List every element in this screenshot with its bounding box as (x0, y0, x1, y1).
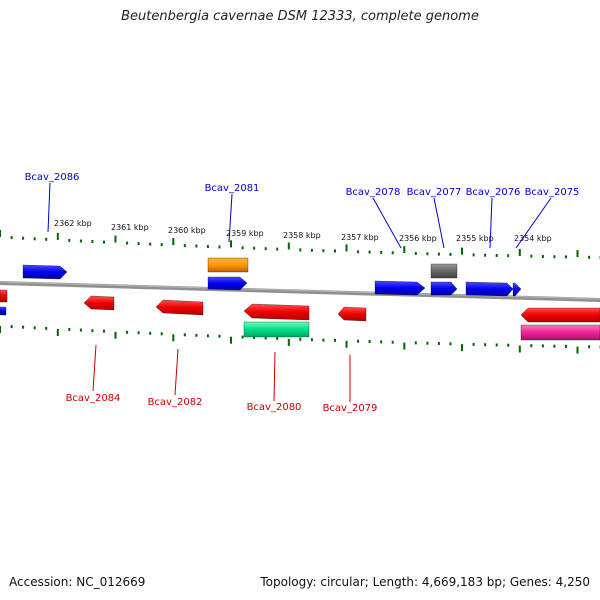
scale-label: 2361 kbp (111, 223, 149, 232)
gene-arrow-bcav-2080[interactable] (243, 303, 310, 321)
gene-arrow-bcav-2079[interactable] (337, 306, 367, 322)
scale-label: 2358 kbp (283, 231, 321, 240)
gene-arrow-edge[interactable] (0, 289, 8, 303)
gene-label-bcav-2076[interactable]: Bcav_2076 (466, 187, 521, 198)
gene-arrow-bcav-2077[interactable] (430, 281, 458, 296)
gene-arrow-bcav-2084[interactable] (83, 295, 115, 311)
scale-ticks-top (0, 230, 600, 259)
reverse-genes (0, 289, 600, 341)
gene-label-bcav-2081[interactable]: Bcav_2081 (205, 183, 260, 194)
gene-arrow-bcav-2075[interactable] (512, 282, 522, 297)
callout-line (92, 344, 97, 392)
gene-arrow-right-edge[interactable] (520, 307, 600, 323)
genome-backbone (0, 281, 600, 302)
callout-line (489, 197, 493, 249)
gene-label-bcav-2084[interactable]: Bcav_2084 (66, 393, 121, 404)
callout-line (273, 351, 276, 402)
scale-label: 2357 kbp (341, 233, 379, 242)
feature-blue-edge[interactable] (0, 306, 7, 316)
scale-label: 2362 kbp (54, 219, 92, 228)
gene-label-bcav-2079[interactable]: Bcav_2079 (323, 403, 378, 414)
callout-line (228, 193, 233, 243)
scale-label: 2355 kbp (456, 234, 494, 243)
gene-arrow-bcav-2078[interactable] (374, 280, 426, 296)
feature-gray[interactable] (430, 263, 458, 279)
gene-label-bcav-2080[interactable]: Bcav_2080 (247, 402, 302, 413)
callout-line (174, 348, 179, 396)
accession-text: Accession: NC_012669 (9, 575, 146, 589)
scale-ticks-bottom (0, 325, 600, 354)
gene-arrow-bcav-2086[interactable] (22, 264, 68, 280)
feature-green[interactable] (243, 321, 310, 338)
genome-backbone-highlight (0, 281, 600, 300)
scale-label: 2360 kbp (168, 226, 206, 235)
map-title: Beutenbergia cavernae DSM 12333, complet… (121, 9, 479, 24)
callout-line (372, 197, 402, 249)
scale-label: 2354 kbp (514, 234, 552, 243)
gene-label-bcav-2082[interactable]: Bcav_2082 (148, 397, 203, 408)
genome-summary-text: Topology: circular; Length: 4,669,183 bp… (260, 575, 590, 589)
feature-orange[interactable] (207, 257, 249, 273)
gene-arrow-bcav-2076[interactable] (465, 281, 514, 297)
gene-arrow-bcav-2081[interactable] (207, 276, 248, 291)
gene-label-bcav-2077[interactable]: Bcav_2077 (407, 187, 462, 198)
scale-label: 2359 kbp (226, 229, 264, 238)
forward-genes (0, 257, 522, 316)
gene-label-bcav-2075[interactable]: Bcav_2075 (525, 187, 580, 198)
gene-label-bcav-2078[interactable]: Bcav_2078 (346, 187, 401, 198)
gene-label-bcav-2086[interactable]: Bcav_2086 (25, 172, 80, 183)
callout-line (433, 197, 445, 249)
callout-line (47, 182, 51, 233)
feature-magenta[interactable] (520, 324, 600, 341)
callout-line (515, 197, 552, 249)
gene-arrow-bcav-2082[interactable] (155, 299, 204, 316)
scale-label: 2356 kbp (399, 234, 437, 243)
